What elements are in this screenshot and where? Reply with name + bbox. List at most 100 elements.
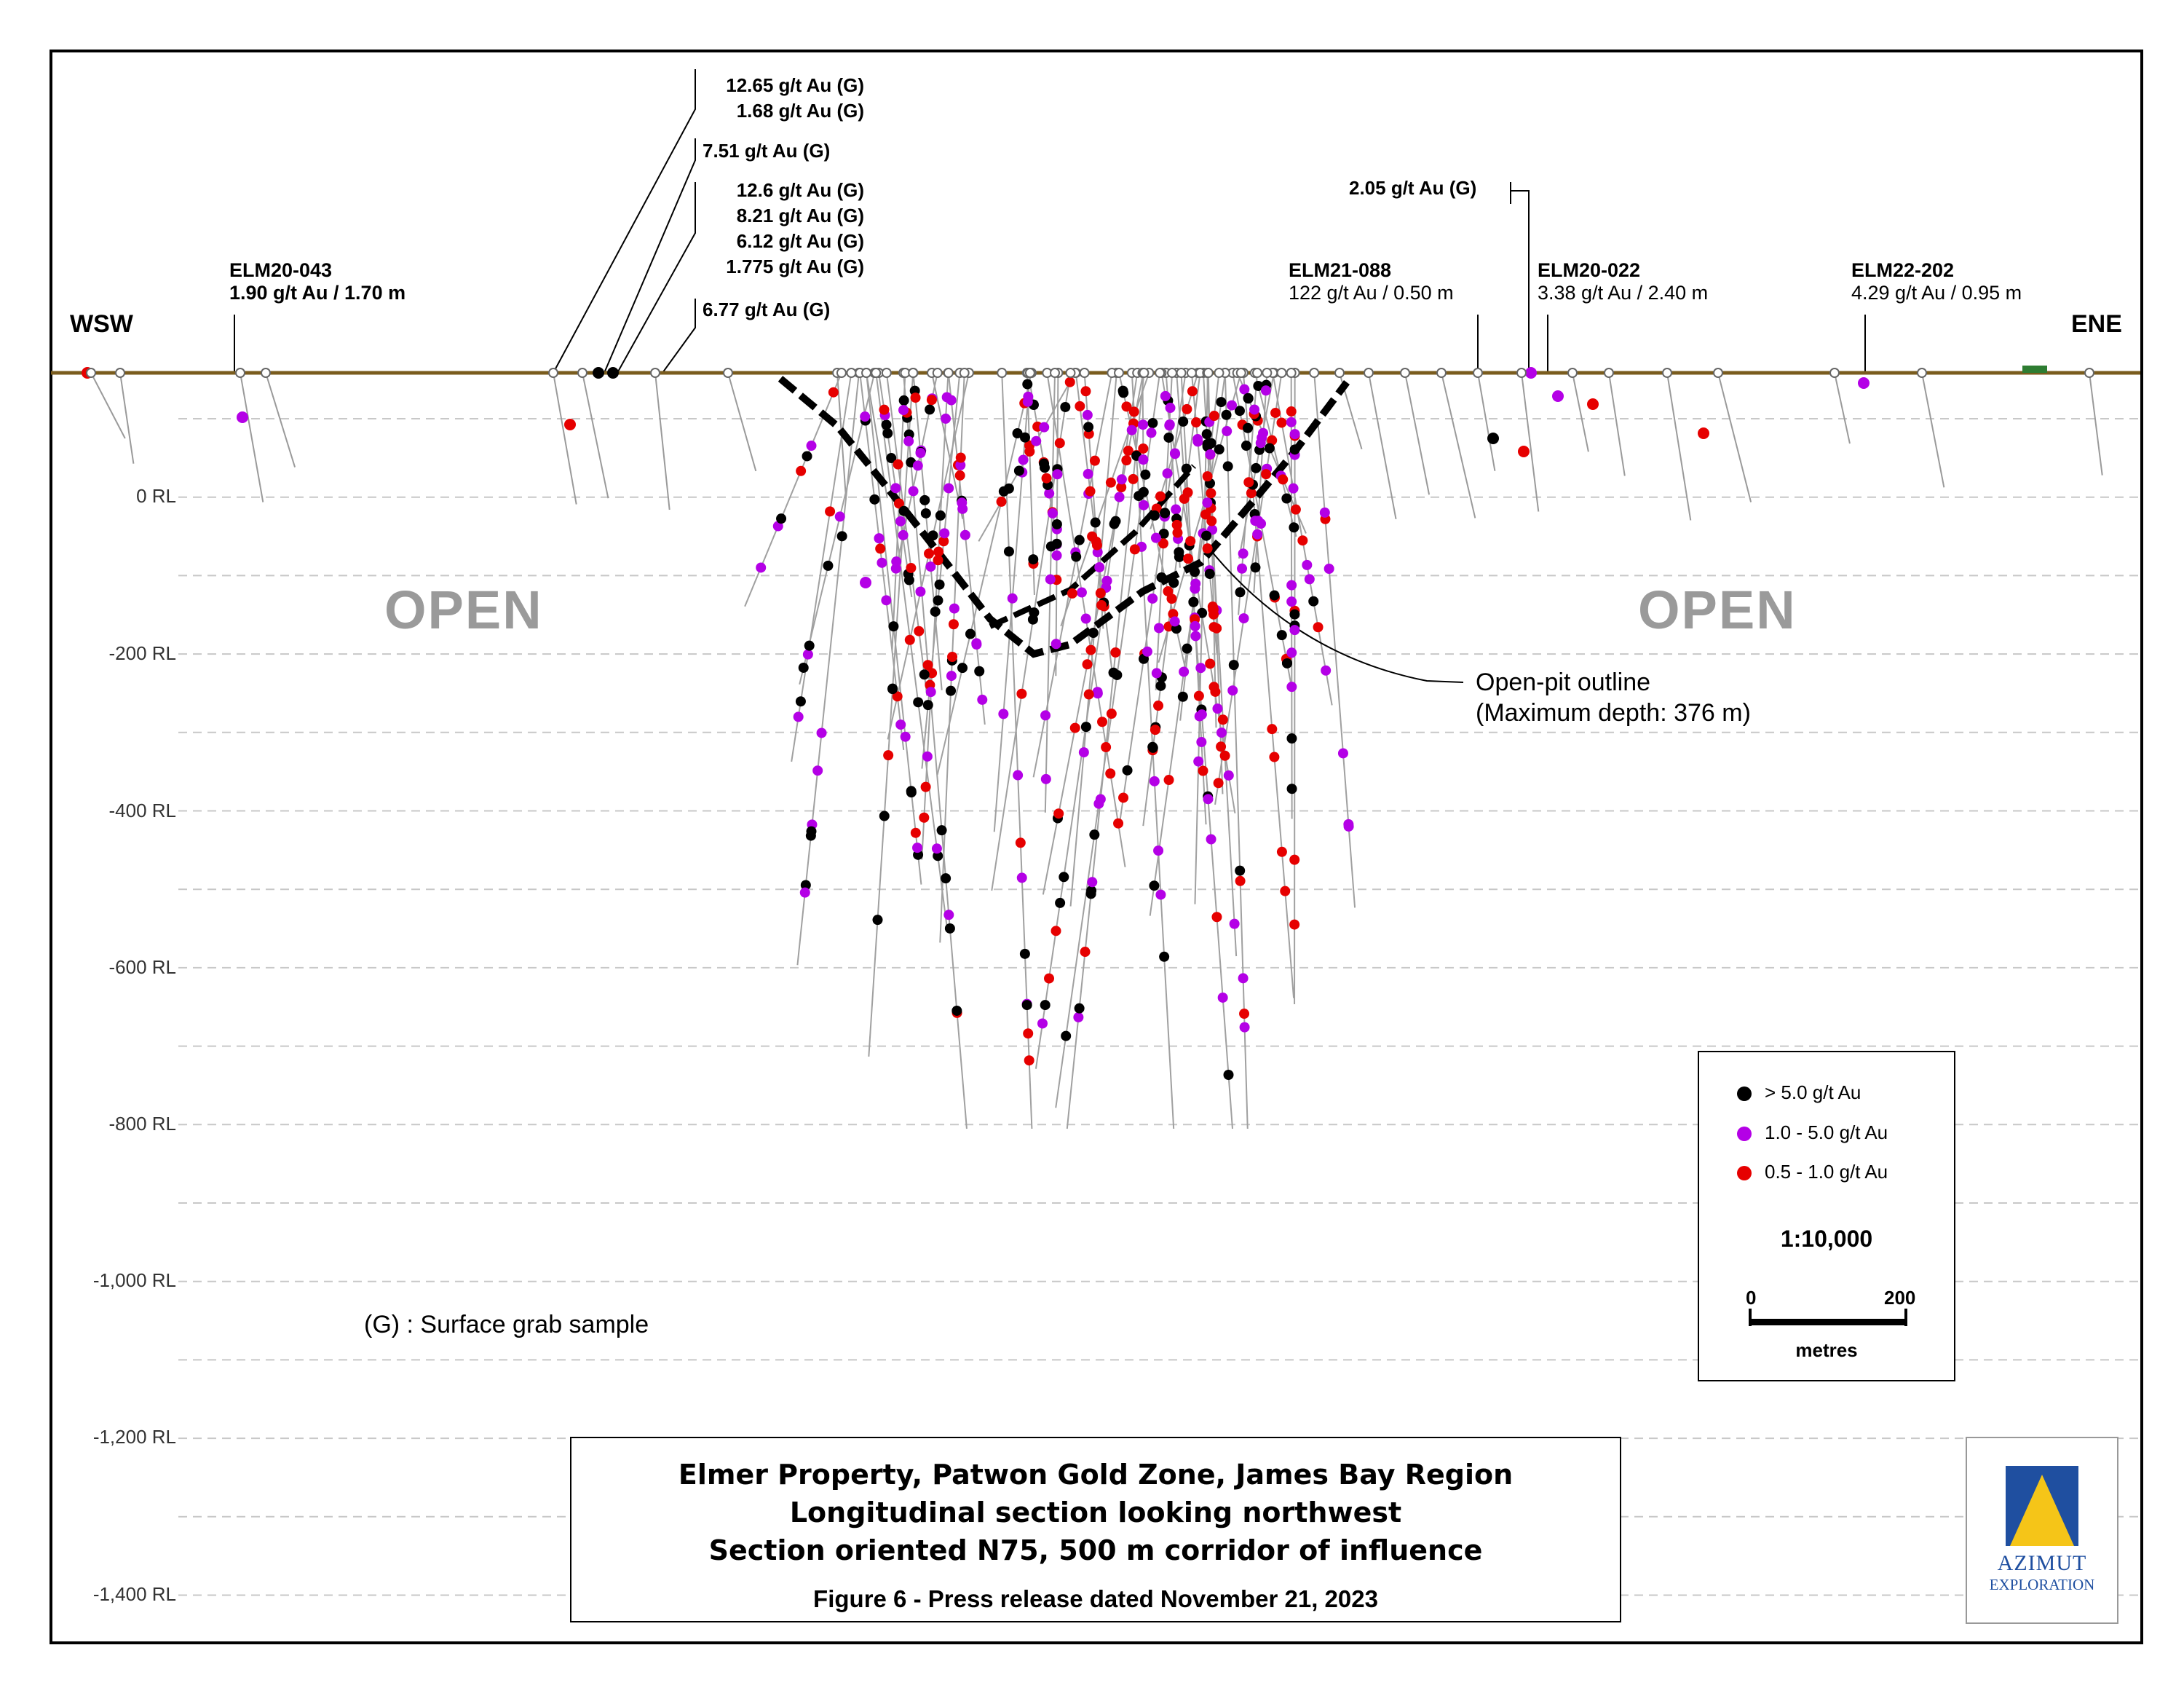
assay-sample (1208, 609, 1219, 620)
collar (1286, 368, 1297, 378)
assay-sample (903, 435, 914, 446)
assay-sample (915, 586, 926, 597)
assay-sample (1198, 765, 1208, 776)
assay-sample (933, 555, 943, 566)
collar (959, 368, 970, 378)
assay-sample (1202, 471, 1213, 482)
scale-unit: metres (1795, 1339, 1858, 1361)
assay-sample (1213, 778, 1224, 789)
assay-sample (1019, 948, 1030, 959)
assay-sample (1080, 613, 1091, 624)
assay-sample (1108, 667, 1119, 678)
assay-samples (82, 367, 1870, 1080)
assay-sample (1053, 808, 1064, 819)
collar (1214, 368, 1224, 378)
drill-hole (1921, 372, 1945, 488)
assay-sample (1286, 580, 1297, 591)
assay-sample (1267, 435, 1278, 446)
assay-sample (1074, 535, 1085, 545)
legend-label: 0.5 - 1.0 g/t Au (1765, 1161, 1888, 1183)
drill-hole (1313, 372, 1356, 908)
drill-hole (1194, 372, 1209, 904)
assay-sample (1142, 646, 1152, 657)
assay-sample (1061, 1030, 1072, 1041)
assay-sample (1071, 551, 1082, 562)
assay-sample (919, 669, 930, 680)
collar (1473, 368, 1483, 378)
assay-sample (1170, 449, 1181, 460)
assay-sample (912, 843, 923, 853)
assay-sample (1039, 422, 1050, 433)
drill-hole (796, 372, 860, 966)
assay-sample (1083, 689, 1094, 700)
assay-sample (1214, 444, 1224, 455)
assay-sample (898, 395, 909, 406)
assay-sample (1055, 897, 1066, 908)
assay-sample (971, 638, 982, 649)
assay-sample (1288, 483, 1299, 494)
figure-caption: Figure 6 - Press release dated November … (813, 1585, 1378, 1612)
assay-sample (1037, 1018, 1048, 1029)
assay-sample (1162, 468, 1173, 479)
assay-sample (1216, 727, 1227, 738)
assay-sample (872, 915, 883, 926)
collar (943, 368, 954, 378)
assay-sample (825, 506, 836, 517)
assay-sample (1302, 559, 1313, 570)
drill-hole (90, 372, 126, 439)
assay-sample (924, 548, 935, 559)
hole-label-elm20-043: ELM20-043 1.90 g/t Au / 1.70 m (229, 259, 405, 304)
assay-sample (1123, 445, 1133, 456)
collar (908, 368, 919, 378)
assay-sample (1216, 397, 1227, 408)
collar (861, 368, 872, 378)
assay-sample (1155, 680, 1166, 691)
assay-sample (1106, 709, 1117, 719)
assay-sample (883, 750, 894, 761)
assay-sample (934, 579, 945, 590)
drill-hole (240, 372, 264, 502)
grab-value: 6.77 g/t Au (G) (703, 299, 831, 320)
assay-sample (1289, 444, 1300, 455)
assay-sample (933, 595, 943, 606)
assay-sample (1286, 682, 1297, 693)
assay-sample (237, 411, 248, 423)
assay-sample (888, 621, 899, 632)
assay-sample (946, 671, 957, 682)
assay-sample (1237, 563, 1248, 574)
assay-sample (1117, 385, 1128, 396)
assay-sample (1028, 554, 1039, 565)
rl-label: 0 RL (136, 485, 176, 507)
drill-hole (1069, 372, 1117, 907)
assay-sample (925, 561, 936, 572)
assay-sample (895, 516, 906, 526)
collar (1235, 368, 1246, 378)
assay-sample (1172, 527, 1183, 538)
assay-sample (1040, 1000, 1051, 1011)
assay-sample (1261, 469, 1272, 480)
assay-sample (1052, 469, 1063, 480)
assay-sample (957, 497, 968, 508)
collar (1176, 368, 1187, 378)
collar (1662, 368, 1672, 378)
assay-sample (903, 575, 914, 585)
assay-sample (1203, 794, 1214, 805)
assay-sample (1241, 441, 1251, 451)
collar (1364, 368, 1374, 378)
grab-east: 2.05 g/t Au (G) (1349, 177, 1477, 199)
assay-sample (798, 662, 809, 673)
assay-sample (947, 651, 958, 662)
label-leader (662, 299, 696, 374)
assay-sample (1217, 714, 1228, 725)
assay-sample (1085, 888, 1096, 899)
assay-sample (1297, 535, 1308, 546)
assay-sample (1101, 742, 1112, 753)
legend-item-mid: 1.0 - 5.0 g/t Au (1737, 1121, 1888, 1144)
assay-sample (881, 595, 892, 606)
assay-sample (1290, 504, 1301, 515)
assay-sample (927, 668, 938, 679)
assay-sample (1149, 880, 1160, 891)
drill-hole (947, 372, 986, 725)
assay-sample (1238, 973, 1249, 984)
assay-sample (1253, 380, 1264, 391)
